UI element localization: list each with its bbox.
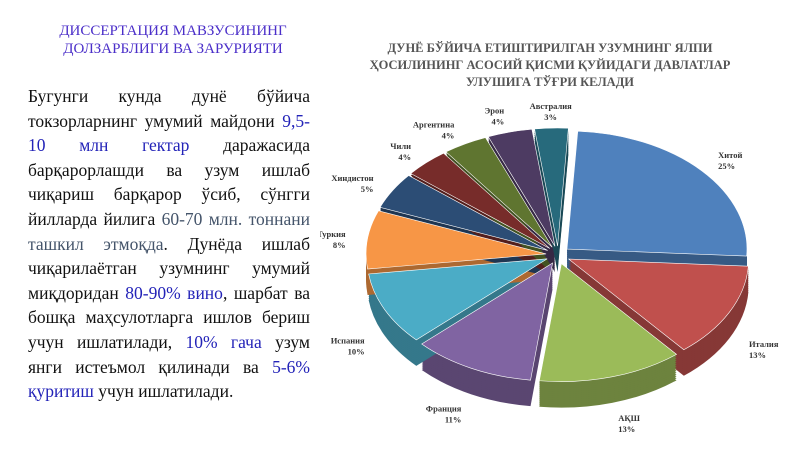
- text-run: учун ишлатилади.: [93, 381, 234, 402]
- chart-title: ҲОСИЛИНИНГ АСОСИЙ ҚИСМИ ҚУЙИДАГИ ДАВЛАТЛ…: [370, 58, 731, 72]
- data-label: Испания: [331, 336, 365, 346]
- chart: ДУНЁ БЎЙИЧА ЕТИШТИРИЛГАН УЗУМНИНГ ЯЛПИ ҲО…: [320, 41, 779, 434]
- data-label: Франция: [426, 403, 462, 413]
- slice: [567, 258, 749, 351]
- slice: [538, 263, 678, 382]
- data-label: 4%: [398, 152, 411, 162]
- data-label: Италия: [749, 339, 779, 349]
- data-label: Туркия: [320, 229, 346, 239]
- heading: ДИССЕРТАЦИЯ МАВЗУСИНИНГ ДОЛЗАРБЛИГИ ВА З…: [59, 23, 287, 57]
- slice: [410, 152, 550, 249]
- data-label: 8%: [333, 240, 346, 250]
- data-label: 25%: [718, 161, 735, 171]
- data-label: АҚШ: [618, 413, 640, 423]
- slice: [368, 258, 548, 341]
- data-label: 4%: [491, 117, 504, 127]
- slice: [365, 210, 547, 270]
- data-label: Эрон: [485, 106, 505, 116]
- data-label: 5%: [361, 184, 374, 194]
- data-label: 4%: [442, 130, 455, 140]
- data-label: 13%: [749, 350, 766, 360]
- chart-title: ДУНЁ БЎЙИЧА ЕТИШТИРИЛГАН УЗУМНИНГ ЯЛПИ: [388, 41, 713, 55]
- text-run: 5-6% қуритиш: [28, 356, 310, 402]
- text-run: 10% гача: [185, 331, 262, 352]
- slice: [566, 130, 748, 257]
- text-run: , шарбат ва бошқа маҳсулотларга ишлов бе…: [28, 282, 310, 352]
- text-run: 60-70 млн. тоннани ташкил этмоқда: [28, 208, 310, 254]
- slice: [534, 127, 569, 247]
- data-label: Австралия: [530, 101, 573, 111]
- paragraph: Бугунги кунда дунё бўйича токзорларнинг …: [28, 84, 310, 404]
- data-label: 10%: [348, 347, 365, 357]
- slices: [365, 127, 749, 382]
- text-run: 9,5-10 млн гектар: [28, 110, 310, 156]
- data-label: Хиндистон: [331, 173, 373, 183]
- slice: [421, 262, 554, 381]
- data-label: 13%: [618, 424, 635, 434]
- text-run: Бугунги кунда дунё бўйича токзорларнинг …: [28, 86, 310, 131]
- data-label: Чили: [390, 141, 411, 151]
- text-run: 80-90% вино: [125, 282, 223, 303]
- slice: [487, 128, 556, 247]
- data-label: Хитой: [718, 150, 742, 160]
- data-label: Аргентина: [413, 119, 455, 129]
- data-label: 3%: [544, 112, 557, 122]
- chart-title: УЛУШИГА ТЎҒРИ КЕЛАДИ: [466, 75, 634, 89]
- text-run: узум янги истеъмол қилинади ва: [28, 331, 310, 377]
- data-label: 11%: [445, 414, 462, 424]
- slice: [445, 137, 553, 248]
- text-run: . Дунёда ишлаб чиқарилаётган узумнинг ум…: [28, 233, 310, 303]
- text-run: даражасида барқарорлашди ва узум ишлаб ч…: [28, 135, 310, 229]
- slice: [379, 175, 548, 251]
